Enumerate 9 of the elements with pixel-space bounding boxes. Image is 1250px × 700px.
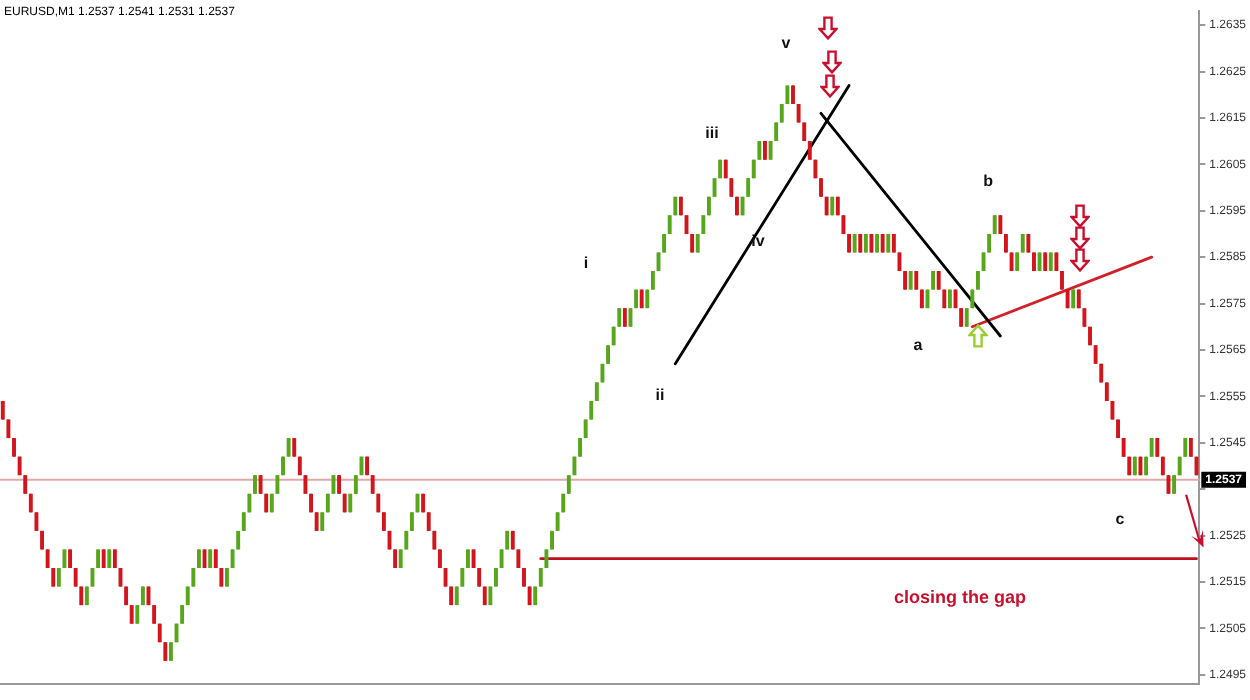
annotation: closing the gap — [893, 586, 1027, 607]
annotation: c — [1115, 510, 1126, 529]
annotation: ii — [655, 386, 665, 405]
annotation: iii — [705, 124, 719, 143]
annotation: a — [913, 336, 924, 355]
annotation: b — [983, 172, 994, 191]
annotation: v — [781, 34, 792, 53]
annotation: iv — [751, 232, 766, 251]
annotation: i — [583, 254, 589, 273]
